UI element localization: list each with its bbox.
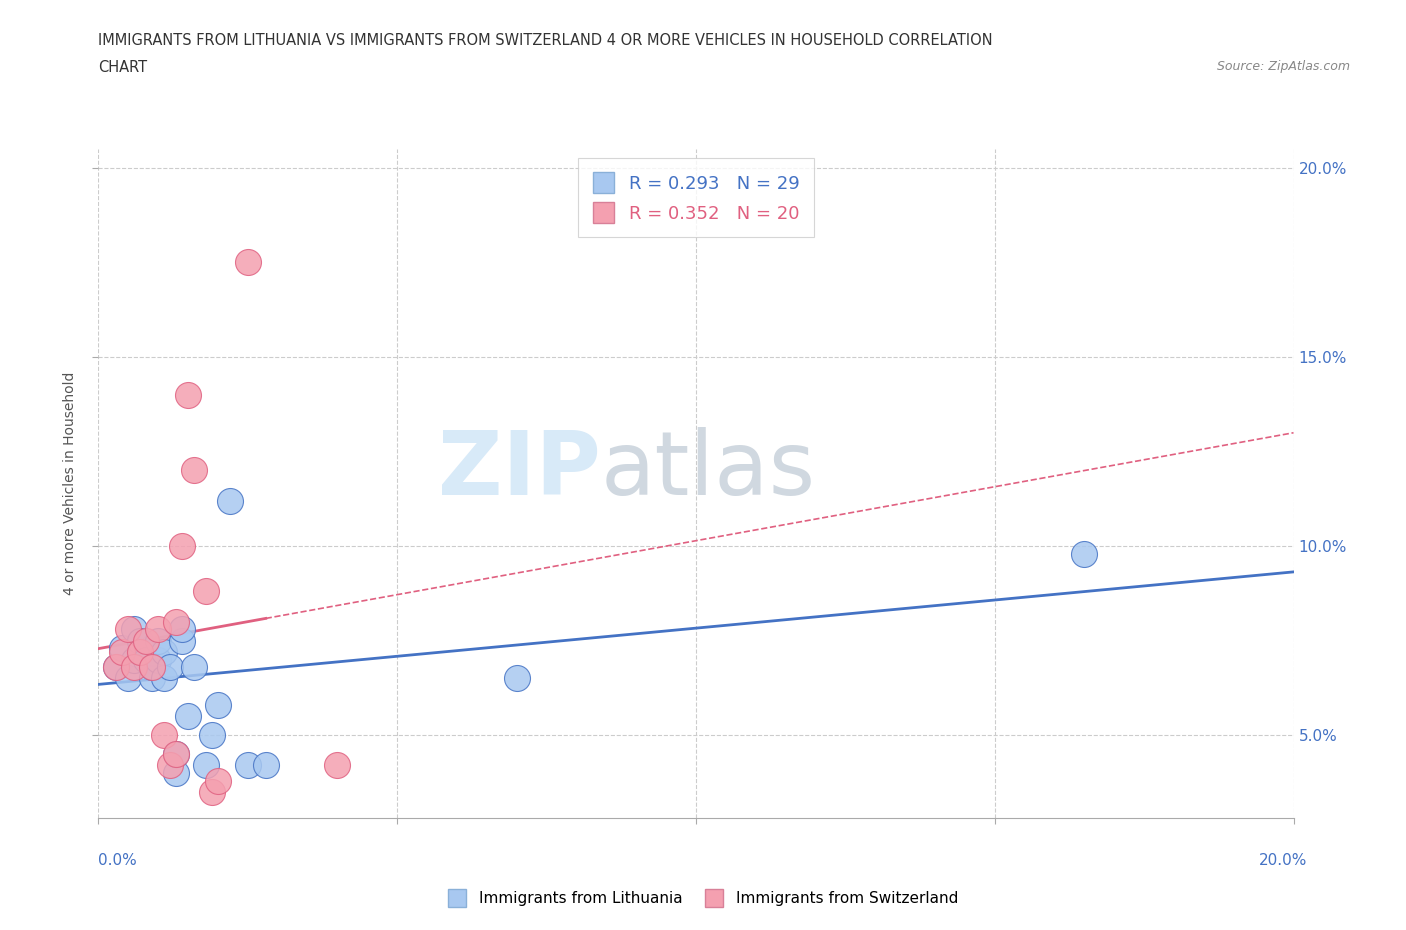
Legend: R = 0.293   N = 29, R = 0.352   N = 20: R = 0.293 N = 29, R = 0.352 N = 20: [578, 158, 814, 237]
Point: [201, 785, 224, 800]
Point: [117, 671, 139, 685]
Point: [165, 747, 187, 762]
Point: [195, 758, 218, 773]
Text: 0.0%: 0.0%: [98, 853, 138, 868]
Point: [148, 652, 170, 667]
Text: Source: ZipAtlas.com: Source: ZipAtlas.com: [1216, 60, 1350, 73]
Point: [172, 538, 194, 553]
Point: [159, 758, 181, 773]
Point: [207, 773, 229, 788]
Point: [148, 633, 170, 648]
Point: [236, 255, 259, 270]
Y-axis label: 4 or more Vehicles in Household: 4 or more Vehicles in Household: [63, 372, 77, 595]
Point: [117, 622, 139, 637]
Point: [183, 659, 205, 674]
Point: [129, 633, 152, 648]
Point: [141, 671, 163, 685]
Point: [207, 698, 229, 712]
Point: [135, 652, 157, 667]
Point: [124, 622, 146, 637]
Point: [172, 622, 194, 637]
Text: 20.0%: 20.0%: [1260, 853, 1308, 868]
Point: [153, 728, 176, 743]
Text: IMMIGRANTS FROM LITHUANIA VS IMMIGRANTS FROM SWITZERLAND 4 OR MORE VEHICLES IN H: IMMIGRANTS FROM LITHUANIA VS IMMIGRANTS …: [98, 33, 993, 47]
Point: [159, 659, 181, 674]
Point: [105, 659, 128, 674]
Point: [177, 709, 200, 724]
Point: [165, 614, 187, 629]
Point: [135, 633, 157, 648]
Point: [1073, 546, 1095, 561]
Point: [219, 493, 242, 508]
Text: ZIP: ZIP: [437, 427, 600, 513]
Point: [124, 659, 146, 674]
Point: [506, 671, 529, 685]
Point: [195, 584, 218, 599]
Point: [111, 641, 134, 656]
Text: atlas: atlas: [600, 427, 815, 513]
Point: [165, 747, 187, 762]
Point: [165, 765, 187, 780]
Point: [153, 644, 176, 659]
Point: [129, 644, 152, 659]
Point: [105, 659, 128, 674]
Text: CHART: CHART: [98, 60, 148, 75]
Point: [153, 671, 176, 685]
Point: [326, 758, 349, 773]
Point: [124, 652, 146, 667]
Point: [111, 644, 134, 659]
Point: [254, 758, 277, 773]
Point: [148, 622, 170, 637]
Legend: Immigrants from Lithuania, Immigrants from Switzerland: Immigrants from Lithuania, Immigrants fr…: [441, 884, 965, 913]
Point: [201, 728, 224, 743]
Point: [177, 387, 200, 402]
Point: [172, 633, 194, 648]
Point: [129, 644, 152, 659]
Point: [141, 659, 163, 674]
Point: [183, 463, 205, 478]
Point: [236, 758, 259, 773]
Point: [141, 659, 163, 674]
